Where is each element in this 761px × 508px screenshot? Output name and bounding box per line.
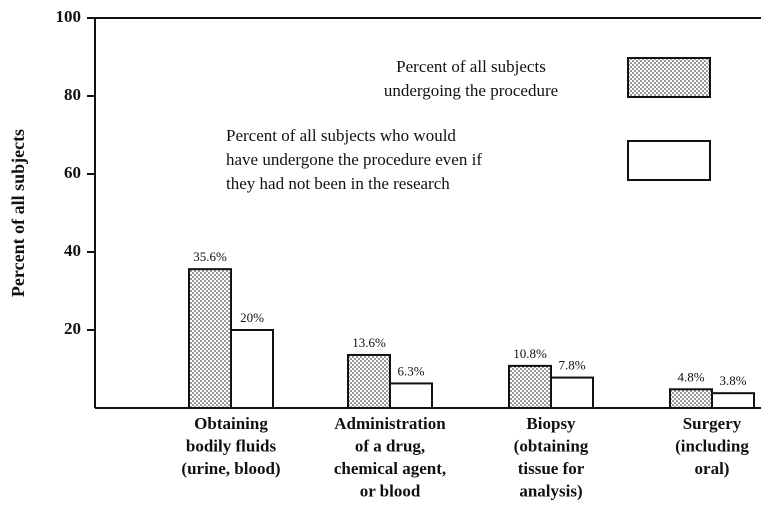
value-label: 35.6% bbox=[193, 249, 227, 264]
y-tick-label: 80 bbox=[64, 85, 81, 104]
legend-label: undergoing the procedure bbox=[384, 81, 558, 100]
x-tick-label: tissue for bbox=[518, 459, 585, 478]
legend-label: have undergone the procedure even if bbox=[226, 150, 482, 169]
x-tick-label: (urine, blood) bbox=[181, 459, 280, 478]
value-label: 10.8% bbox=[513, 346, 547, 361]
x-tick-label: chemical agent, bbox=[334, 459, 446, 478]
legend-label: Percent of all subjects bbox=[396, 57, 546, 76]
x-tick-label: Biopsy bbox=[526, 414, 576, 433]
bar bbox=[230, 329, 274, 409]
x-tick-label: (including bbox=[675, 436, 749, 455]
value-label: 3.8% bbox=[719, 373, 746, 388]
x-tick-label: analysis) bbox=[519, 481, 582, 500]
value-label: 4.8% bbox=[677, 369, 704, 384]
y-tick-label: 100 bbox=[56, 7, 82, 26]
value-label: 20% bbox=[240, 310, 264, 325]
y-tick-label: 40 bbox=[64, 241, 81, 260]
y-axis-label: Percent of all subjects bbox=[8, 129, 28, 297]
x-tick-label: Obtaining bbox=[194, 414, 268, 433]
bar bbox=[669, 388, 713, 409]
bar bbox=[188, 268, 232, 409]
value-label: 13.6% bbox=[352, 335, 386, 350]
bar bbox=[711, 392, 755, 409]
value-label: 6.3% bbox=[397, 363, 424, 378]
bar bbox=[550, 376, 594, 409]
x-tick-label: Surgery bbox=[683, 414, 742, 433]
bar bbox=[389, 382, 433, 409]
x-tick-label: or blood bbox=[360, 481, 421, 500]
x-tick-label: bodily fluids bbox=[186, 436, 277, 455]
legend-swatch bbox=[627, 140, 711, 181]
x-tick-label: Administration bbox=[334, 414, 446, 433]
legend-swatch bbox=[627, 57, 711, 98]
bar bbox=[508, 364, 552, 410]
legend-label: Percent of all subjects who would bbox=[226, 126, 456, 145]
value-label: 7.8% bbox=[558, 358, 585, 373]
x-tick-label: (obtaining bbox=[514, 436, 589, 455]
legend-label: they had not been in the research bbox=[226, 174, 450, 193]
y-tick-label: 60 bbox=[64, 163, 81, 182]
x-tick-label: oral) bbox=[695, 459, 730, 478]
bar bbox=[347, 353, 391, 409]
x-tick-label: of a drug, bbox=[355, 436, 425, 455]
y-tick-label: 20 bbox=[64, 319, 81, 338]
